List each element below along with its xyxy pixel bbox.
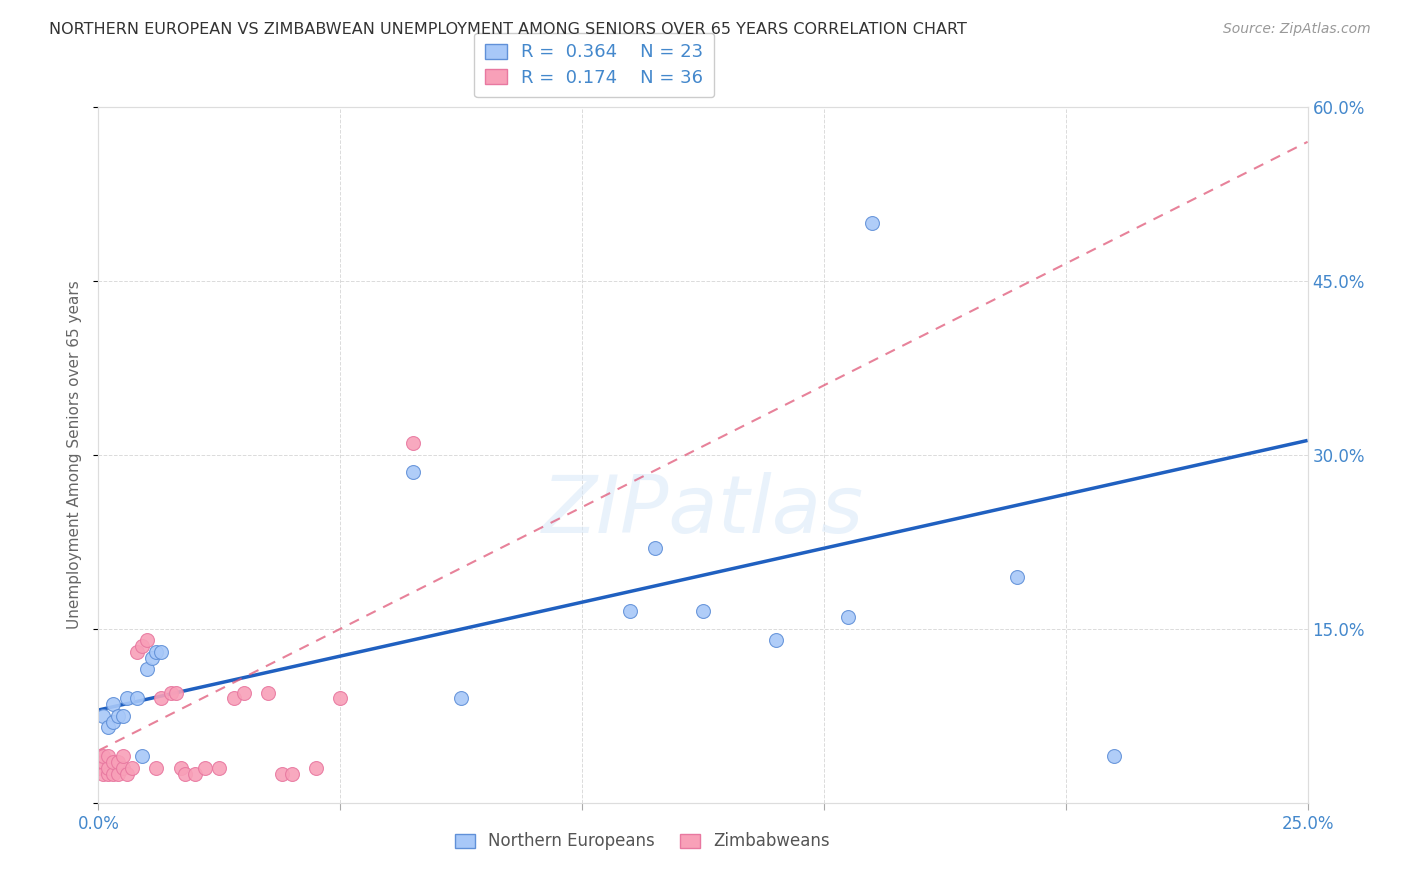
Point <box>101 714 124 729</box>
Point <box>91 767 114 781</box>
Point <box>127 645 149 659</box>
Point <box>107 708 129 723</box>
Point <box>194 761 217 775</box>
Point <box>101 698 124 712</box>
Point <box>450 691 472 706</box>
Point <box>117 691 139 706</box>
Point <box>97 749 120 764</box>
Point <box>127 691 149 706</box>
Point <box>692 605 714 619</box>
Point <box>135 662 157 677</box>
Point <box>329 691 352 706</box>
Point <box>97 761 120 775</box>
Point <box>402 466 425 480</box>
Point <box>121 761 143 775</box>
Point <box>169 761 191 775</box>
Legend: Northern Europeans, Zimbabweans: Northern Europeans, Zimbabweans <box>449 826 837 857</box>
Point <box>107 767 129 781</box>
Text: ZIPatlas: ZIPatlas <box>541 472 865 549</box>
Point <box>222 691 245 706</box>
Point <box>91 749 114 764</box>
Text: Source: ZipAtlas.com: Source: ZipAtlas.com <box>1223 22 1371 37</box>
Point <box>107 755 129 769</box>
Point <box>208 761 231 775</box>
Point <box>150 645 173 659</box>
Point <box>860 216 883 230</box>
Point <box>150 691 173 706</box>
Point <box>87 761 110 775</box>
Point <box>145 645 167 659</box>
Point <box>145 761 167 775</box>
Point <box>281 767 304 781</box>
Point <box>271 767 294 781</box>
Point <box>111 761 134 775</box>
Text: NORTHERN EUROPEAN VS ZIMBABWEAN UNEMPLOYMENT AMONG SENIORS OVER 65 YEARS CORRELA: NORTHERN EUROPEAN VS ZIMBABWEAN UNEMPLOY… <box>49 22 967 37</box>
Point <box>91 755 114 769</box>
Point <box>184 767 207 781</box>
Point <box>256 685 278 699</box>
Point <box>402 436 425 450</box>
Point <box>837 610 859 624</box>
Point <box>160 685 183 699</box>
Point <box>111 708 134 723</box>
Point <box>87 749 110 764</box>
Point <box>131 639 153 653</box>
Point <box>91 708 114 723</box>
Point <box>1102 749 1125 764</box>
Point <box>305 761 328 775</box>
Point <box>135 633 157 648</box>
Point <box>101 767 124 781</box>
Point <box>765 633 787 648</box>
Point <box>117 767 139 781</box>
Point <box>165 685 187 699</box>
Point <box>619 605 641 619</box>
Point <box>232 685 254 699</box>
Point <box>111 749 134 764</box>
Y-axis label: Unemployment Among Seniors over 65 years: Unemployment Among Seniors over 65 years <box>67 281 83 629</box>
Point <box>97 721 120 735</box>
Point <box>1007 570 1029 584</box>
Point <box>141 651 163 665</box>
Point <box>644 541 666 555</box>
Point <box>101 755 124 769</box>
Point <box>174 767 197 781</box>
Point <box>97 767 120 781</box>
Point <box>131 749 153 764</box>
